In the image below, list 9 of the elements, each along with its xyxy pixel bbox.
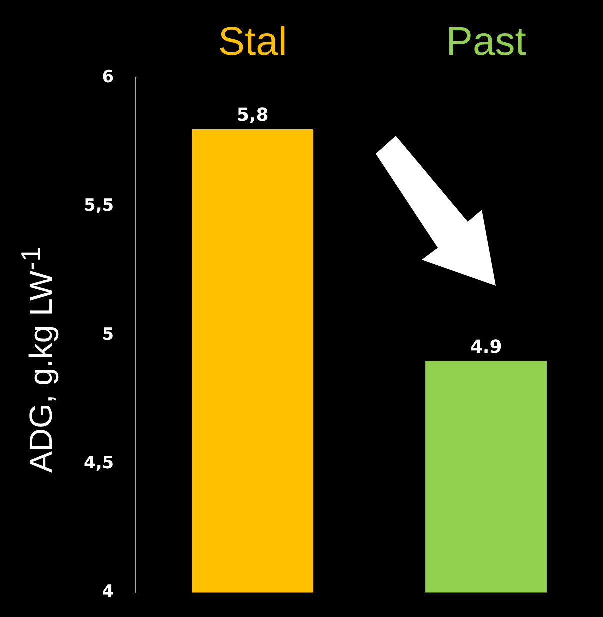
x-tick-label: Stal bbox=[218, 20, 288, 64]
y-tick-label: 5 bbox=[102, 324, 114, 345]
y-tick-label: 4 bbox=[102, 582, 114, 602]
y-tick-label: 5,5 bbox=[84, 196, 114, 216]
y-tick-label: 6 bbox=[102, 67, 114, 88]
data-label: 5,8 bbox=[236, 105, 269, 126]
data-label: 4.9 bbox=[470, 336, 502, 358]
y-tick-label: 4,5 bbox=[84, 454, 114, 474]
x-tick-label: Past bbox=[446, 20, 526, 64]
